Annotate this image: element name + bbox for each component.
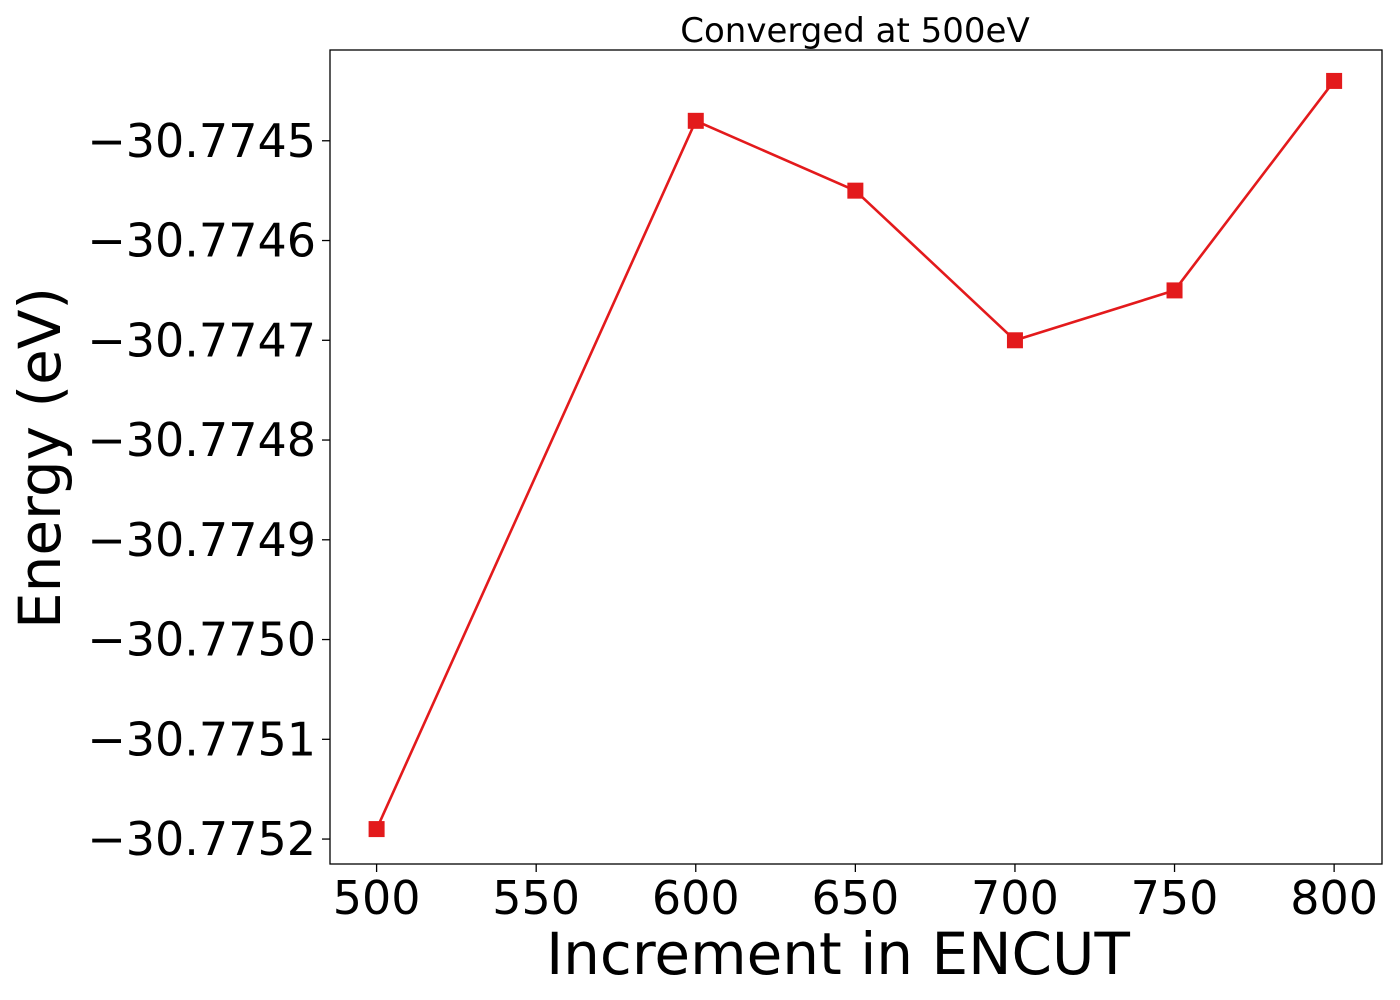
data-point-marker bbox=[687, 112, 704, 129]
x-tick-label: 550 bbox=[492, 871, 580, 925]
x-axis-title: Increment in ENCUT bbox=[546, 920, 1130, 988]
data-point-marker bbox=[368, 821, 385, 838]
y-tick-label: −30.7747 bbox=[87, 313, 316, 367]
x-tick-label: 750 bbox=[1131, 871, 1219, 925]
y-tick-label: −30.7752 bbox=[87, 812, 316, 866]
data-point-marker bbox=[1326, 72, 1343, 89]
data-point-marker bbox=[847, 182, 864, 199]
x-tick-label: 600 bbox=[652, 871, 740, 925]
y-axis-title: Energy (eV) bbox=[6, 287, 74, 629]
y-tick-label: −30.7746 bbox=[87, 214, 316, 268]
y-tick-label: −30.7745 bbox=[87, 114, 316, 168]
plot-area: 500 550 600 650 700 750 800 −30.7745 −30.7746 −30… bbox=[87, 49, 1383, 925]
y-tick-label: −30.7751 bbox=[87, 712, 316, 766]
x-tick-label: 500 bbox=[333, 871, 421, 925]
x-tick-label: 700 bbox=[971, 871, 1059, 925]
x-tick-label: 800 bbox=[1290, 871, 1378, 925]
x-tick-label: 650 bbox=[811, 871, 899, 925]
data-point-marker bbox=[1166, 282, 1183, 299]
y-tick-label: −30.7748 bbox=[87, 413, 316, 467]
plot-frame bbox=[329, 49, 1383, 865]
series-line bbox=[375, 80, 1336, 830]
y-tick-label: −30.7749 bbox=[87, 513, 316, 567]
data-point-marker bbox=[1006, 332, 1023, 349]
y-tick-label: −30.7750 bbox=[87, 613, 316, 667]
chart-title: Converged at 500eV bbox=[680, 11, 1029, 51]
